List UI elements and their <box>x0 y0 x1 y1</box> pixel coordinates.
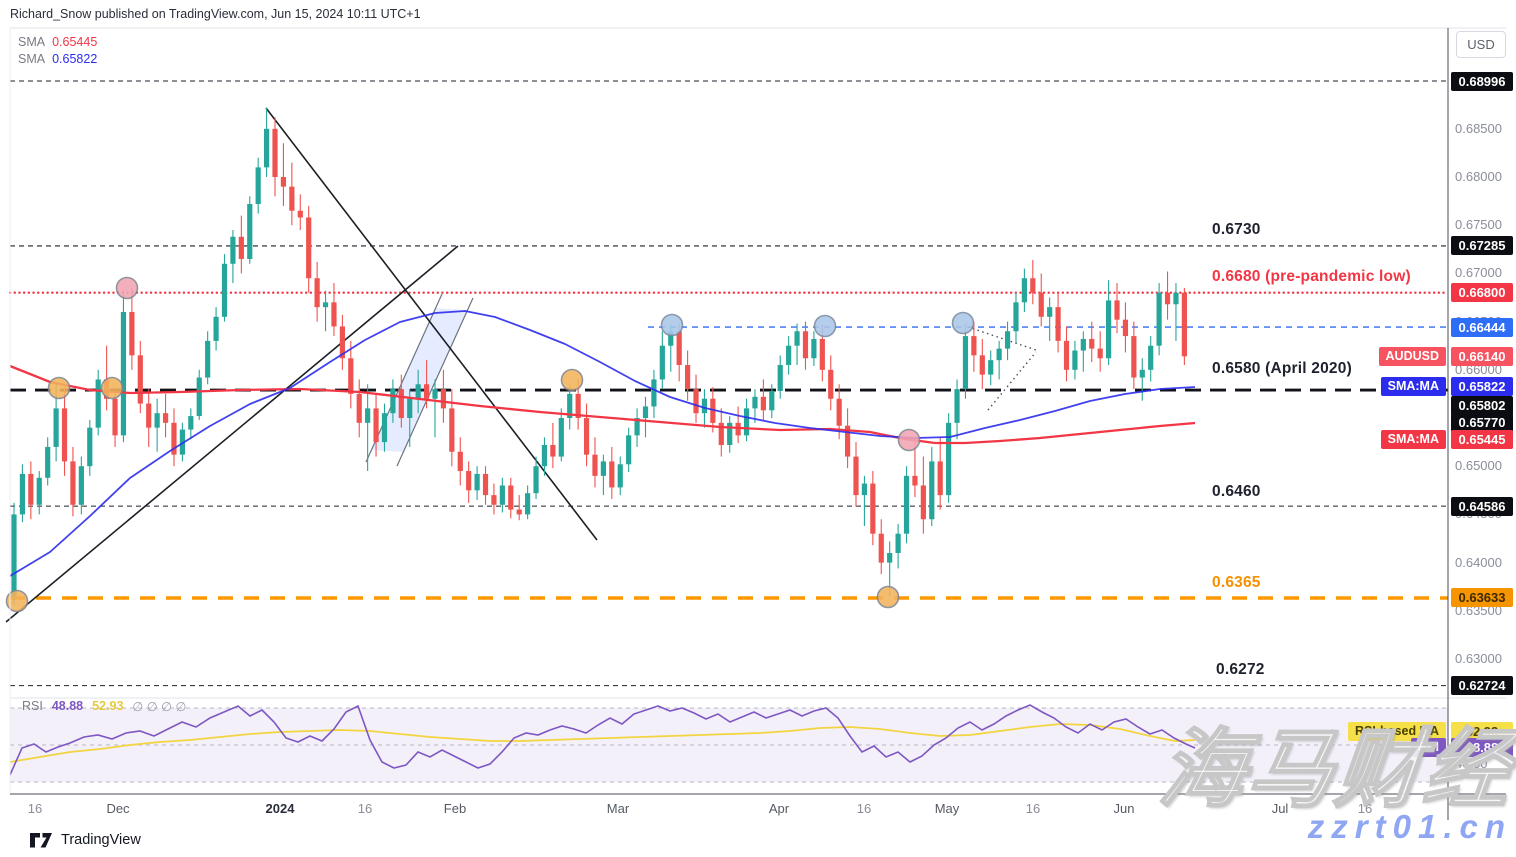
time-axis-label: Mar <box>606 801 630 816</box>
rsi-axis-tag: 48.88 <box>1451 737 1513 757</box>
sma-lines <box>9 310 1196 577</box>
rsi-legend-label: RSI <box>22 699 43 713</box>
price-axis-tag: 0.66800 <box>1451 283 1513 303</box>
time-axis-label: May <box>934 801 960 816</box>
price-axis-side-tag: AUDUSD <box>1378 346 1446 366</box>
tradingview-logo-icon <box>30 832 52 847</box>
level-annotation-text[interactable]: 0.6730 <box>1212 221 1261 238</box>
price-axis-tag: 0.65770 <box>1451 412 1513 432</box>
rsi-axis-label-40: 40.00 <box>1455 756 1488 771</box>
rsi-axis-side-tag: RSI-based MA <box>1347 721 1446 741</box>
time-axis-label: Jun <box>1113 801 1135 816</box>
price-axis-tag: 0.65822 <box>1451 377 1513 397</box>
currency-toggle-button[interactable]: USD <box>1456 31 1506 58</box>
legend-sma-fast[interactable]: SMA 0.65822 <box>18 52 97 66</box>
price-axis-tag: 0.66140 <box>1451 346 1513 366</box>
price-axis-label: 0.67500 <box>1455 217 1502 233</box>
level-annotation-text[interactable]: 0.6580 (April 2020) <box>1212 360 1352 377</box>
rsi-value: 48.88 <box>51 699 84 713</box>
sma-label: SMA <box>18 52 46 66</box>
price-axis-label: 0.68500 <box>1455 120 1502 136</box>
price-axis-tag: 0.67285 <box>1451 236 1513 256</box>
tradingview-brand-text: TradingView <box>61 832 141 848</box>
time-axis-label: Apr <box>768 801 790 816</box>
legend-sma-slow[interactable]: SMA 0.65445 <box>18 35 97 49</box>
trendline-drawings[interactable] <box>5 107 1037 623</box>
price-axis-tag: 0.64586 <box>1451 496 1513 516</box>
tradingview-attribution[interactable]: TradingView <box>30 832 141 848</box>
price-axis-side-tag: SMA:MA <box>1380 429 1446 449</box>
price-axis-label: 0.65000 <box>1455 458 1502 474</box>
price-axis-tag: 0.62724 <box>1451 676 1513 696</box>
price-axis-tag: 0.68996 <box>1451 71 1513 91</box>
price-axis-label: 0.64000 <box>1455 554 1502 570</box>
event-circle-markers[interactable] <box>5 276 975 613</box>
level-annotation-text[interactable]: 0.6680 (pre-pandemic low) <box>1212 268 1411 285</box>
rsi-axis-tag: 52.93 <box>1451 721 1513 741</box>
rsi-pane-background <box>10 707 1448 783</box>
time-axis-label: 16 <box>1357 801 1373 816</box>
price-axis-tag: 0.63633 <box>1451 588 1513 608</box>
publish-byline: Richard_Snow published on TradingView.co… <box>10 7 421 21</box>
candles-layer <box>11 107 1187 606</box>
level-annotation-text[interactable]: 0.6365 <box>1212 574 1261 591</box>
time-axis-label: 16 <box>357 801 373 816</box>
price-axis-tag: 0.65802 <box>1451 395 1513 415</box>
time-axis-label: 16 <box>1025 801 1041 816</box>
rsi-ma-value: 52.93 <box>92 699 124 713</box>
rsi-empty-slots: ∅ ∅ ∅ ∅ <box>132 700 187 714</box>
time-axis-label: Dec <box>106 801 130 816</box>
price-axis-tag: 0.65445 <box>1451 429 1513 449</box>
price-axis-label: 0.63000 <box>1455 651 1502 666</box>
price-axis-label: 0.68000 <box>1455 169 1502 184</box>
time-axis-label: 2024 <box>265 801 295 816</box>
price-axis-tag: 0.66444 <box>1451 317 1513 337</box>
time-axis-label: Feb <box>443 801 467 816</box>
time-axis-label: Jul <box>1271 801 1289 816</box>
rsi-axis-side-tag: RSI <box>1411 737 1446 757</box>
price-axis-label: 0.67000 <box>1455 265 1502 281</box>
sma-label: SMA <box>18 35 46 49</box>
price-level-lines[interactable] <box>8 80 1450 687</box>
time-axis-label: 16 <box>856 801 872 816</box>
sma-slow-value: 0.65445 <box>52 35 98 49</box>
time-axis-label: 16 <box>27 801 43 816</box>
rsi-lines <box>9 704 1196 776</box>
price-axis-side-tag: SMA:MA <box>1380 377 1446 397</box>
sma-fast-value: 0.65822 <box>52 52 98 66</box>
level-annotation-text[interactable]: 0.6272 <box>1216 661 1265 678</box>
chart-frame <box>9 27 1506 820</box>
rsi-legend[interactable]: RSI 48.88 52.93 ∅ ∅ ∅ ∅ <box>22 699 186 714</box>
level-annotation-text[interactable]: 0.6460 <box>1212 483 1261 500</box>
